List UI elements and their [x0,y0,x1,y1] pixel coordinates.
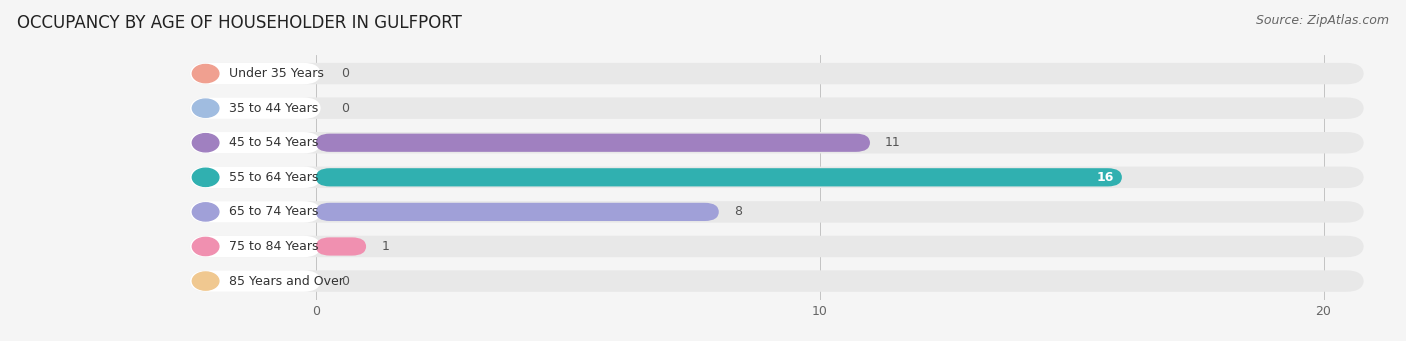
Text: 0: 0 [342,102,349,115]
Circle shape [193,64,219,83]
Text: 1: 1 [381,240,389,253]
Circle shape [193,237,219,256]
FancyBboxPatch shape [190,132,321,153]
Text: Under 35 Years: Under 35 Years [229,67,323,80]
FancyBboxPatch shape [190,201,321,223]
FancyBboxPatch shape [316,134,870,152]
Text: 55 to 64 Years: 55 to 64 Years [229,171,318,184]
Text: 11: 11 [886,136,901,149]
Text: 45 to 54 Years: 45 to 54 Years [229,136,318,149]
FancyBboxPatch shape [190,132,1364,153]
Text: Source: ZipAtlas.com: Source: ZipAtlas.com [1256,14,1389,27]
FancyBboxPatch shape [190,201,1364,223]
FancyBboxPatch shape [190,98,321,119]
Circle shape [193,168,219,187]
Text: 35 to 44 Years: 35 to 44 Years [229,102,318,115]
Circle shape [193,134,219,152]
Text: 16: 16 [1097,171,1115,184]
FancyBboxPatch shape [190,63,1364,84]
Text: 0: 0 [342,67,349,80]
Circle shape [193,203,219,221]
FancyBboxPatch shape [190,167,1364,188]
Text: 0: 0 [342,275,349,287]
FancyBboxPatch shape [190,270,321,292]
FancyBboxPatch shape [190,98,1364,119]
Text: 65 to 74 Years: 65 to 74 Years [229,205,318,218]
FancyBboxPatch shape [190,236,321,257]
FancyBboxPatch shape [190,270,1364,292]
FancyBboxPatch shape [190,236,1364,257]
Circle shape [193,272,219,290]
Text: OCCUPANCY BY AGE OF HOUSEHOLDER IN GULFPORT: OCCUPANCY BY AGE OF HOUSEHOLDER IN GULFP… [17,14,461,32]
FancyBboxPatch shape [190,167,321,188]
FancyBboxPatch shape [190,63,321,84]
Text: 8: 8 [734,205,742,218]
Text: 75 to 84 Years: 75 to 84 Years [229,240,319,253]
Text: 85 Years and Over: 85 Years and Over [229,275,344,287]
Circle shape [193,99,219,117]
FancyBboxPatch shape [316,168,1122,187]
FancyBboxPatch shape [316,237,366,256]
FancyBboxPatch shape [316,203,718,221]
